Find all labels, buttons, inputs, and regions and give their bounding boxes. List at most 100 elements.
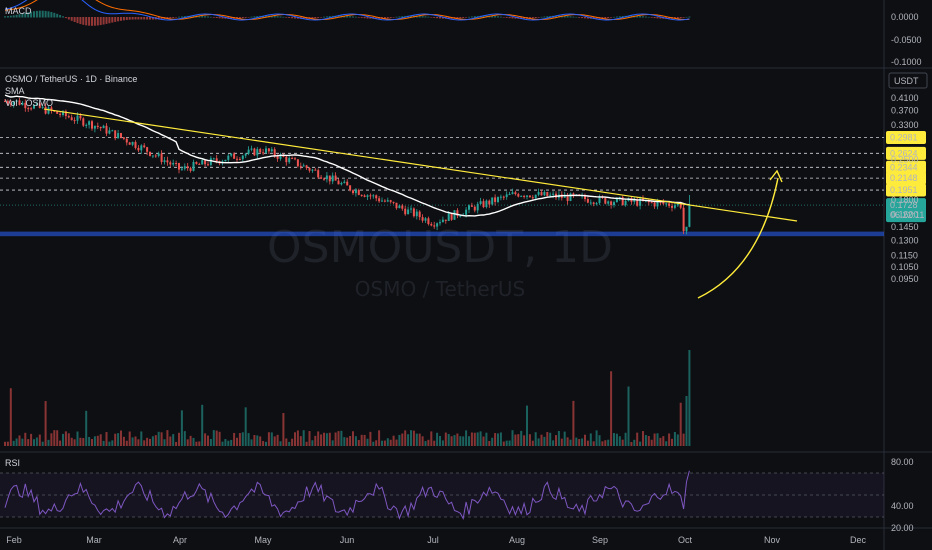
volume-bar [685, 396, 688, 446]
macd-histogram-bar [337, 15, 340, 18]
macd-histogram-bar [563, 15, 566, 18]
macd-histogram-bar [140, 17, 143, 20]
time-label-jun: Jun [340, 535, 355, 545]
candle-body [186, 166, 189, 169]
candle-body [6, 101, 9, 104]
volume-bar [160, 432, 163, 446]
candle-body [392, 201, 395, 203]
candle-body [91, 121, 93, 129]
volume-bar [526, 405, 528, 446]
macd-histogram-bar [192, 15, 195, 18]
macd-histogram-bar [91, 17, 93, 26]
volume-bar [441, 440, 444, 446]
macd-histogram-bar [59, 15, 62, 18]
macd-histogram-bar [352, 16, 354, 18]
volume-bar [157, 431, 160, 446]
currency-box[interactable] [888, 72, 928, 89]
volume-bar [404, 430, 407, 446]
candle-body [546, 191, 549, 196]
volume-bar [534, 432, 537, 446]
volume-bar [630, 441, 633, 446]
candle-body [415, 211, 418, 217]
candle-body [273, 149, 276, 156]
macd-histogram-bar [441, 17, 444, 19]
volume-bar [595, 430, 598, 446]
volume-bar [331, 440, 334, 446]
candle-body [624, 200, 627, 206]
volume-bar [215, 430, 218, 446]
candle-body [459, 215, 462, 217]
candle-body [543, 191, 546, 196]
volume-bar [27, 439, 30, 446]
macd-histogram-bar [543, 16, 546, 18]
volume-bar [662, 436, 665, 446]
volume-bar [285, 438, 288, 446]
currency-label[interactable]: USDT [894, 76, 919, 86]
macd-histogram-bar [668, 17, 671, 19]
candle-body [154, 155, 157, 157]
volume-bar [108, 441, 111, 446]
volume-bar [372, 441, 375, 446]
candle-body [9, 103, 12, 105]
rsi-line [4, 470, 690, 520]
candle-body [62, 111, 64, 115]
candle-body [381, 200, 383, 202]
macd-histogram-bar [114, 17, 117, 22]
macd-histogram-bar [682, 17, 685, 18]
volume-bar [180, 410, 183, 446]
volume-bar [624, 432, 627, 446]
candle-body [615, 197, 618, 203]
candle-body [566, 195, 569, 201]
time-label-dec: Dec [850, 535, 867, 545]
descending-trendline [43, 108, 798, 222]
volume-bar [102, 440, 105, 446]
volume-bar [308, 431, 311, 446]
volume-bar [363, 434, 366, 446]
candle-body [540, 192, 543, 196]
candle-body [172, 162, 175, 165]
macd-histogram-bar [160, 17, 163, 20]
support-zone-layer [0, 231, 884, 237]
watermark-symbol: OSMOUSDT, 1D [267, 222, 613, 273]
candle-body [450, 213, 453, 220]
candle-body [456, 210, 459, 216]
candle-body [291, 158, 294, 160]
volume-bar [91, 439, 93, 446]
volume-bar [230, 439, 233, 446]
candle-body [584, 195, 586, 200]
volume-bar [383, 440, 386, 446]
macd-histogram-bar [111, 17, 114, 23]
candle-body [21, 102, 24, 105]
macd-histogram-bar [497, 16, 499, 18]
volume-bar [508, 440, 511, 446]
candle-body [613, 202, 615, 206]
macd-histogram-bar [270, 15, 273, 18]
volume-bar [120, 430, 122, 446]
candle-body [485, 200, 488, 208]
level-label-0.1951: 0.1951 [890, 185, 918, 195]
candle-body [183, 166, 186, 169]
volume-bar [175, 441, 178, 446]
volume-bar [644, 435, 647, 446]
volume-bar [105, 432, 108, 446]
macd-histogram-bar [427, 16, 430, 18]
candle-body [209, 158, 212, 165]
macd-histogram-bar [537, 17, 540, 18]
volume-bar [172, 434, 175, 446]
volume-bar [302, 430, 305, 446]
candle-body [308, 168, 311, 171]
candle-body [337, 180, 340, 185]
price-tick-label: 0.2500 [891, 154, 919, 164]
volume-bar [421, 436, 424, 446]
macd-histogram-bar [679, 17, 682, 19]
macd-histogram-bar [482, 15, 485, 18]
candle-body [137, 147, 140, 151]
volume-bar [334, 432, 337, 446]
time-label-jul: Jul [427, 535, 439, 545]
volume-bar [276, 434, 279, 446]
candle-body [497, 197, 499, 202]
candle-body [215, 158, 218, 162]
macd-histogram-bar [325, 16, 328, 18]
